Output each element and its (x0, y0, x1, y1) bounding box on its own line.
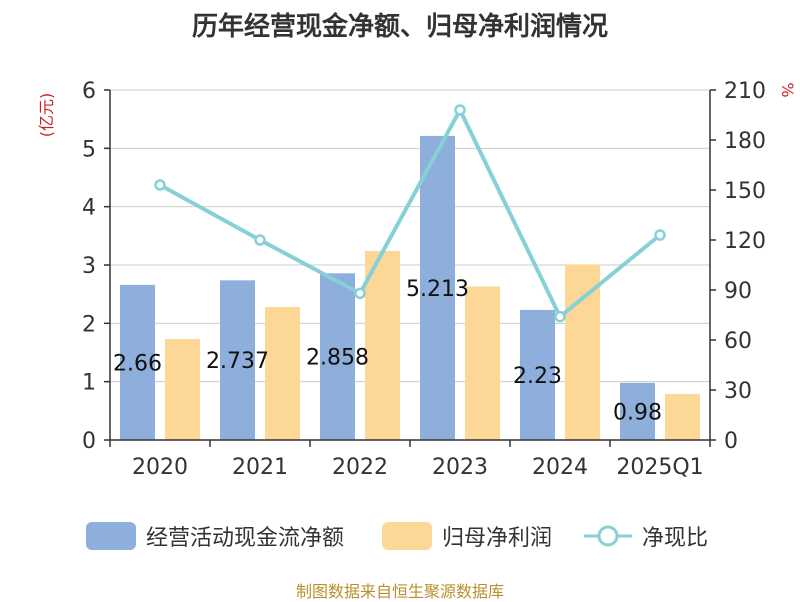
x-tick-label: 2024 (532, 455, 588, 480)
legend-item-cashflow[interactable]: 经营活动现金流净额 (86, 518, 344, 554)
y-left-axis-title: (亿元) (37, 93, 56, 138)
bar-profit (265, 307, 300, 440)
chart-title: 历年经营现金净额、归母净利润情况 (191, 12, 608, 42)
bar-profit (565, 264, 600, 440)
y-left-tick-label: 1 (82, 371, 96, 396)
bar-cashflow (220, 280, 255, 440)
bar-cashflow (420, 135, 455, 441)
bar-cashflow (620, 382, 655, 440)
legend-item-ratio[interactable]: 净现比 (582, 518, 708, 554)
y-left-tick-label: 2 (82, 312, 96, 337)
y-right-tick-label: 180 (724, 129, 766, 154)
x-tick-label: 2021 (232, 455, 288, 480)
y-right-axis-title: % (778, 82, 797, 97)
bar-cashflow (120, 284, 155, 440)
y-right-tick-label: 30 (724, 379, 752, 404)
data-label-cashflow: 2.66 (113, 351, 162, 376)
y-left-tick-label: 6 (82, 79, 96, 104)
bar-profit (665, 393, 700, 440)
x-tick-label: 2023 (432, 455, 488, 480)
y-left-tick-label: 4 (82, 196, 96, 221)
legend: 经营活动现金流净额 归母净利润 净现比 (0, 518, 800, 554)
data-label-cashflow: 0.98 (613, 400, 662, 425)
line-ratio (159, 105, 662, 320)
point-ratio (454, 104, 466, 116)
data-label-cashflow: 2.737 (206, 349, 269, 374)
x-tick-label: 2020 (132, 455, 188, 480)
bar-cashflow (520, 309, 555, 440)
bar-cashflow (320, 273, 355, 440)
y-right-tick-label: 210 (724, 79, 766, 104)
legend-label-profit: 归母净利润 (442, 526, 553, 551)
point-ratio (554, 310, 566, 323)
y-right-tick-label: 0 (724, 429, 738, 454)
bar-profit (465, 286, 500, 440)
data-label-cashflow: 2.23 (513, 364, 562, 389)
legend-label-ratio: 净现比 (642, 526, 709, 551)
point-ratio (254, 234, 266, 246)
point-ratio (354, 287, 366, 300)
y-left-tick-label: 5 (82, 137, 96, 162)
legend-label-cashflow: 经营活动现金流净额 (146, 526, 345, 551)
point-ratio (154, 179, 166, 191)
y-right-tick-label: 150 (724, 179, 766, 204)
legend-item-profit[interactable]: 归母净利润 (382, 518, 552, 554)
y-right-tick-label: 60 (724, 329, 752, 354)
bar-profit (365, 251, 400, 440)
bar-profit (165, 339, 200, 440)
x-tick-label: 2022 (332, 455, 388, 480)
point-ratio (654, 229, 666, 241)
y-right-tick-label: 120 (724, 229, 766, 254)
y-left-tick-label: 3 (82, 254, 96, 279)
y-right-tick-label: 90 (724, 279, 752, 304)
legend-line-marker-icon (584, 525, 632, 547)
x-tick-label: 2025Q1 (616, 455, 703, 480)
source-note: 制图数据来自恒生聚源数据库 (295, 582, 504, 601)
y-left-tick-label: 0 (82, 429, 96, 454)
data-label-cashflow: 2.858 (306, 346, 369, 371)
legend-swatch-profit (382, 522, 432, 550)
legend-swatch-cashflow (86, 522, 136, 550)
data-label-cashflow: 5.213 (406, 277, 469, 302)
